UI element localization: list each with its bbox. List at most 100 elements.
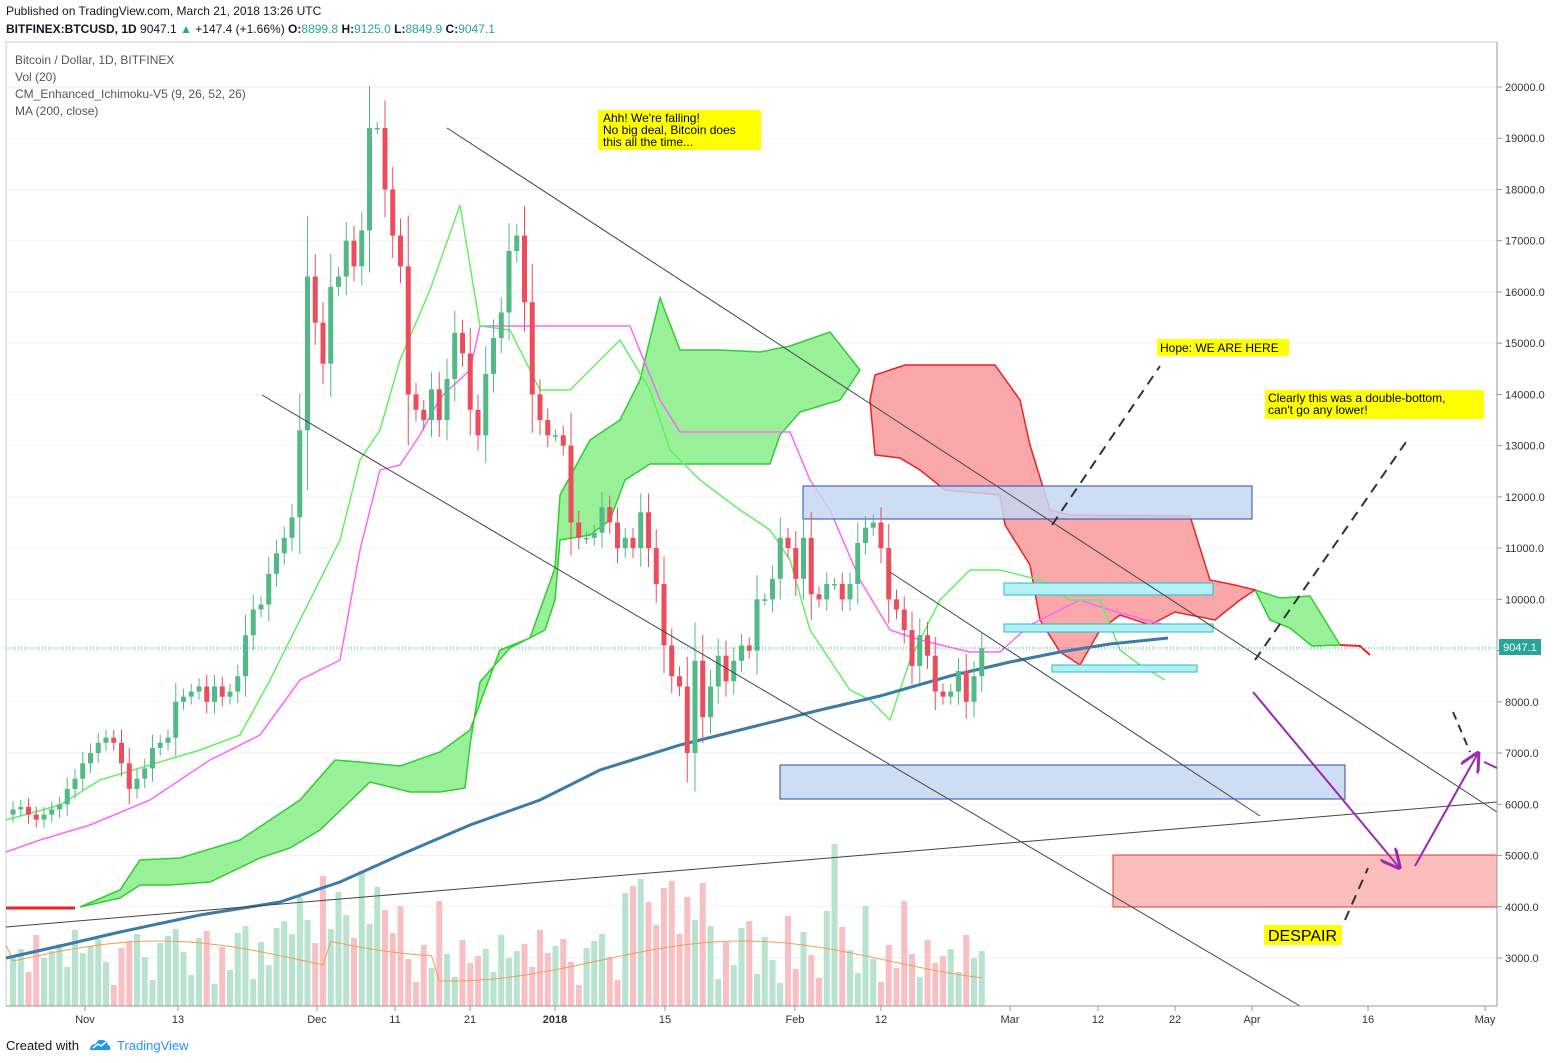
time-tick-label: 12 xyxy=(875,1014,887,1026)
projection-hope-line xyxy=(1051,365,1161,526)
price-tick-label: 20000.0 xyxy=(1505,82,1545,94)
candle-body xyxy=(808,537,814,595)
volume-bar xyxy=(575,985,582,1006)
candle-body xyxy=(793,548,799,579)
candle-body xyxy=(126,763,132,789)
change-value: +147.4 (+1.66%) xyxy=(195,22,285,36)
candle-body xyxy=(483,373,489,436)
candle-body xyxy=(901,609,907,631)
volume-bar xyxy=(389,933,396,1006)
candle-body xyxy=(18,806,24,810)
annotation-despair-box[interactable] xyxy=(1264,925,1342,945)
candle-body xyxy=(405,266,411,395)
volume-bar xyxy=(56,944,63,1006)
arrow-up xyxy=(1414,755,1477,867)
volume-bar xyxy=(684,897,691,1006)
arrow-down xyxy=(1252,691,1398,866)
tenkan-line xyxy=(5,204,1166,821)
volume-bar xyxy=(118,948,125,1006)
candle-body xyxy=(436,389,442,421)
volume-bar xyxy=(808,955,815,1006)
price-tick-label: 14000.0 xyxy=(1505,389,1545,401)
arrow-right-stub xyxy=(1483,761,1498,769)
annotation-double-bottom-box[interactable] xyxy=(1265,390,1484,419)
volume-bar xyxy=(172,929,179,1006)
volume-bar xyxy=(258,942,264,1006)
candle-body xyxy=(243,635,248,677)
price-chart[interactable]: 3000.04000.05000.06000.07000.08000.09000… xyxy=(0,40,1554,1028)
volume-bar xyxy=(382,910,388,1006)
price-tick-label: 6000.0 xyxy=(1505,799,1539,811)
candle-body xyxy=(739,645,744,661)
trendline-channel xyxy=(889,571,1261,817)
tradingview-link[interactable]: TradingView xyxy=(117,1038,189,1053)
legend-vol: Vol (20) xyxy=(15,70,56,84)
tradingview-logo-icon[interactable] xyxy=(88,1036,112,1052)
annotation-hope-box[interactable] xyxy=(1157,339,1289,356)
price-tick-label: 4000.0 xyxy=(1505,902,1539,914)
volume-bar xyxy=(916,977,923,1006)
candle-body xyxy=(630,537,636,549)
candle-body xyxy=(770,578,775,600)
volume-bar xyxy=(366,924,373,1006)
candle-body xyxy=(708,686,713,718)
volume-bar xyxy=(963,935,970,1006)
price-tick-label: 16000.0 xyxy=(1505,287,1545,299)
volume-bar xyxy=(637,879,644,1006)
price-tick-label: 13000.0 xyxy=(1505,441,1545,453)
candle-body xyxy=(584,537,589,540)
volume-bar xyxy=(87,946,94,1006)
candle-body xyxy=(971,676,977,702)
candle-body xyxy=(196,686,202,692)
candle-body xyxy=(150,747,155,769)
candle-body xyxy=(653,548,659,584)
volume-bar xyxy=(188,975,195,1006)
candle-body xyxy=(553,435,558,437)
volume-bar xyxy=(630,886,636,1006)
time-tick-label: 21 xyxy=(464,1014,476,1026)
trendlines xyxy=(5,127,1498,1007)
candle-body xyxy=(506,250,512,313)
volume-bar xyxy=(459,940,466,1006)
volume-bar xyxy=(165,936,171,1006)
candle-body xyxy=(250,609,256,636)
candle-body xyxy=(320,322,326,364)
price-tick-label: 15000.0 xyxy=(1505,338,1545,350)
volume-bar xyxy=(180,952,187,1006)
annotation-falling-box[interactable] xyxy=(598,110,761,150)
price-tick-label: 17000.0 xyxy=(1505,236,1545,248)
symbol-line: BITFINEX:BTCUSD, 1D 9047.1 ▲ +147.4 (+1.… xyxy=(6,22,495,36)
time-tick-label: 16 xyxy=(1362,1014,1374,1026)
candle-body xyxy=(537,394,543,421)
candle-body xyxy=(932,655,938,692)
volume-bar xyxy=(343,915,350,1006)
volume-bar xyxy=(924,940,931,1006)
candle-body xyxy=(289,517,295,538)
time-tick-label: Mar xyxy=(1001,1014,1020,1026)
volume-bar xyxy=(777,983,784,1006)
candle-body xyxy=(622,537,628,549)
candle-body xyxy=(219,686,225,697)
volume-bar xyxy=(234,933,241,1006)
chart-frame[interactable]: 3000.04000.05000.06000.07000.08000.09000… xyxy=(0,40,1554,1028)
candle-body xyxy=(188,691,194,697)
candle-body xyxy=(142,768,148,779)
time-tick-label: 11 xyxy=(389,1014,400,1026)
candle-body xyxy=(328,286,334,364)
volume-bar xyxy=(250,979,257,1006)
time-axis[interactable]: Nov 13 Dec 11 21 2018 15 Feb 12 Mar 12 22 Apr 16 May xyxy=(6,1005,1497,1026)
price-axis[interactable]: 3000.04000.05000.06000.07000.08000.09000… xyxy=(1496,42,1545,1006)
annotation-double-bottom-2: can't go any lower! xyxy=(1268,403,1368,417)
volume-bar xyxy=(692,920,698,1006)
volume-bar xyxy=(568,962,574,1006)
volume-bar xyxy=(614,980,621,1006)
volume-bar xyxy=(203,931,210,1006)
volume-bar xyxy=(467,963,474,1006)
annotation-falling-2: No big deal, Bitcoin does xyxy=(603,123,736,137)
candle-body xyxy=(839,583,845,600)
volume-bar xyxy=(304,920,311,1006)
volume-bar xyxy=(645,902,652,1006)
candle-body xyxy=(816,594,822,600)
last-price-tag-text: 9047.1 xyxy=(1503,642,1537,654)
annotation-double-bottom-1: Clearly this was a double-bottom, xyxy=(1268,391,1445,405)
